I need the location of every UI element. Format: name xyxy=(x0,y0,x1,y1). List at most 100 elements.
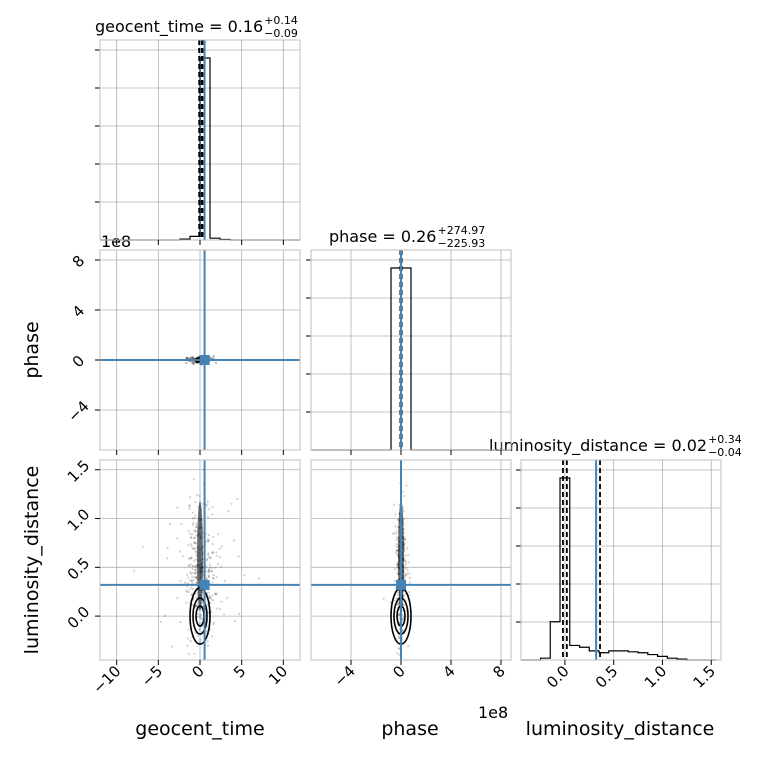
sample-point xyxy=(211,599,215,602)
sample-point xyxy=(230,502,233,505)
title-phase-label: phase = 0.26 xyxy=(329,227,436,246)
x-tick-label: 8 xyxy=(489,662,508,681)
x-tick-label: 10 xyxy=(265,662,291,688)
sample-point xyxy=(408,576,411,579)
sample-point xyxy=(188,588,191,591)
sample-point xyxy=(395,536,398,539)
sample-point xyxy=(185,362,188,365)
sample-point xyxy=(195,581,198,584)
xlabel-luminosity-distance: luminosity_distance xyxy=(526,718,715,740)
sample-point xyxy=(191,511,194,514)
sample-point xyxy=(207,555,210,558)
sample-point xyxy=(198,615,201,619)
x-tick-label: 0.0 xyxy=(543,662,573,692)
sample-point xyxy=(220,545,223,548)
sample-point xyxy=(191,567,194,571)
sample-point xyxy=(207,575,211,578)
sample-point xyxy=(190,536,193,539)
sample-point xyxy=(207,570,211,573)
sample-point xyxy=(191,355,194,358)
sample-point xyxy=(195,525,198,528)
sample-point xyxy=(195,494,199,497)
sample-point xyxy=(188,532,192,535)
xlabel-phase: phase xyxy=(381,718,438,740)
sample-point xyxy=(198,622,201,625)
sample-point xyxy=(406,547,409,550)
sample-point xyxy=(395,652,399,655)
sample-point xyxy=(391,532,395,535)
sample-point xyxy=(190,594,193,597)
sample-point xyxy=(407,554,410,557)
sample-point xyxy=(211,542,214,546)
panel-content xyxy=(311,460,511,660)
sample-point xyxy=(190,572,193,575)
sample-point xyxy=(190,580,194,583)
x-tick-label: −4 xyxy=(330,662,358,690)
sample-point xyxy=(195,542,198,545)
sample-point xyxy=(193,547,196,551)
sample-point xyxy=(217,533,220,536)
sample-point xyxy=(215,575,218,578)
sample-point xyxy=(208,566,212,569)
sample-point xyxy=(393,531,396,535)
sample-point xyxy=(218,608,222,611)
sample-point xyxy=(401,629,405,632)
sample-point xyxy=(190,556,193,559)
sample-point xyxy=(394,568,397,571)
sample-point xyxy=(189,557,192,560)
sample-point xyxy=(405,574,408,577)
sample-point xyxy=(188,505,191,508)
sample-point xyxy=(207,540,210,543)
x-tick-label: −5 xyxy=(138,662,166,690)
sample-point xyxy=(187,653,190,656)
sample-point xyxy=(141,545,144,548)
sample-point xyxy=(185,589,188,592)
sample-point xyxy=(194,501,197,504)
sample-point xyxy=(205,559,208,562)
sample-point xyxy=(192,361,195,365)
sample-point xyxy=(193,536,196,540)
sample-point xyxy=(208,563,212,566)
sample-point xyxy=(403,603,406,606)
sample-point xyxy=(191,517,194,520)
sample-point xyxy=(211,594,214,597)
sample-point xyxy=(194,526,198,529)
sample-point xyxy=(190,586,193,589)
sample-point xyxy=(170,645,173,648)
sample-point xyxy=(186,356,189,359)
sample-point xyxy=(236,497,239,501)
sample-point xyxy=(215,592,218,595)
sample-point xyxy=(223,580,226,583)
sample-point xyxy=(188,504,191,507)
sample-point xyxy=(396,549,399,552)
sample-point xyxy=(195,551,198,554)
sample-point xyxy=(394,525,397,528)
sample-point xyxy=(207,568,210,571)
sample-point xyxy=(407,645,410,648)
hist-panel-phase xyxy=(306,249,512,455)
title-geocent-time: geocent_time = 0.16 +0.14 −0.09 xyxy=(95,14,298,40)
sample-point xyxy=(396,553,399,556)
sample-point xyxy=(196,634,199,638)
sample-point xyxy=(209,356,212,359)
sample-point xyxy=(207,644,210,647)
sample-point xyxy=(405,561,408,564)
title-geocent-time-label: geocent_time = 0.16 xyxy=(95,17,263,37)
sample-point xyxy=(214,593,217,596)
sample-point xyxy=(207,571,211,574)
sample-point xyxy=(191,361,194,364)
sample-point xyxy=(195,596,198,599)
sample-point xyxy=(176,537,179,540)
sample-point xyxy=(211,550,214,553)
title-geocent-time-plus: +0.14 xyxy=(264,14,298,27)
scatter-panel-phase-vs-geocent-time: −4 0 4 8 xyxy=(64,249,301,455)
title-luminosity-distance-plus: +0.34 xyxy=(708,433,742,446)
sample-point xyxy=(403,537,407,541)
sample-point xyxy=(208,569,211,572)
x-tick-label: 5 xyxy=(230,662,249,681)
sample-point xyxy=(220,600,223,603)
sample-point xyxy=(195,582,198,585)
sample-point xyxy=(189,536,192,539)
sample-point xyxy=(184,581,187,584)
sample-point xyxy=(181,555,185,558)
